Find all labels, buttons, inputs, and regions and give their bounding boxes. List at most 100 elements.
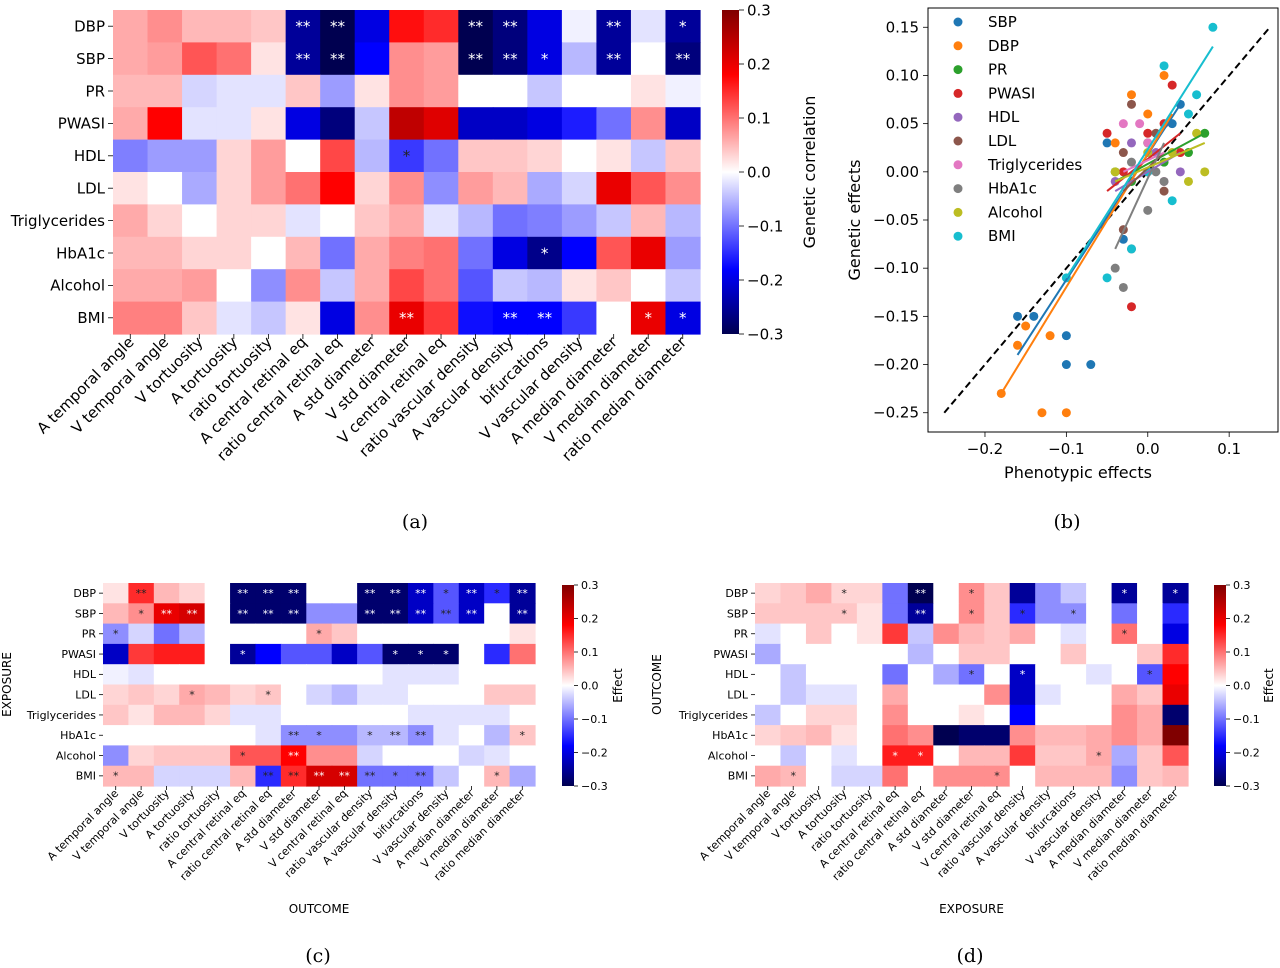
significance-label: ** [288, 587, 300, 600]
heatmap-cell [458, 42, 494, 76]
heatmap-cell [492, 301, 528, 335]
heatmap-cell [1035, 623, 1062, 645]
heatmap-cell [780, 623, 807, 645]
heatmap-cell [1060, 725, 1087, 746]
heatmap-cell [856, 583, 883, 604]
heatmap-cell [958, 583, 985, 604]
heatmap-cell [251, 42, 287, 76]
heatmap-cell [527, 74, 563, 108]
heatmap-cell [984, 745, 1011, 767]
significance-label: * [918, 749, 924, 762]
colorbar-tick-label: 0.0 [581, 679, 599, 692]
heatmap-cell [255, 704, 282, 726]
heatmap-cell [596, 139, 632, 173]
heatmap-cell [331, 583, 358, 604]
heatmap-cell [285, 107, 321, 141]
heatmap-cell [665, 74, 701, 108]
heatmap-cell [484, 623, 511, 645]
significance-label: * [841, 587, 847, 600]
heatmap-cell [831, 745, 858, 767]
scatter-point [1126, 138, 1136, 148]
heatmap-cell [103, 684, 130, 706]
heatmap-cell [1086, 725, 1113, 746]
legend-marker [953, 88, 963, 98]
heatmap-cell [1137, 725, 1164, 746]
heatmap-cell [153, 684, 180, 706]
heatmap-cell [527, 204, 563, 238]
heatmap-cell [907, 684, 934, 706]
heatmap-cell [755, 704, 782, 726]
row-label: LDL [77, 179, 106, 197]
heatmap-cell [433, 745, 460, 767]
heatmap-cell [113, 139, 149, 173]
heatmap-cell [509, 704, 536, 726]
heatmap-cell [128, 765, 155, 787]
heatmap-cell [856, 765, 883, 787]
heatmap-cell [933, 725, 960, 746]
legend-label: Alcohol [988, 203, 1043, 221]
heatmap-cell [1060, 684, 1087, 706]
scatter-point [1159, 70, 1169, 80]
heatmap-cell [230, 765, 257, 787]
heatmap-cell [423, 107, 459, 141]
row-label: LDL [75, 689, 97, 702]
heatmap-cell [831, 704, 858, 726]
heatmap-cell [561, 301, 598, 335]
heatmap-cell [179, 664, 206, 686]
significance-label: * [240, 749, 246, 762]
heatmap-cell [882, 623, 909, 645]
row-label: DBP [725, 587, 748, 600]
row-label: PWASI [713, 648, 748, 661]
scatter-point [1045, 331, 1055, 341]
heatmap-cell [182, 74, 218, 108]
heatmap-cell [230, 664, 257, 686]
heatmap-cell [1060, 765, 1087, 787]
significance-label: ** [390, 587, 402, 600]
legend-marker [953, 65, 963, 75]
heatmap-cell [958, 765, 985, 787]
heatmap-cell [458, 74, 494, 108]
heatmap-cell [561, 269, 598, 303]
row-label: HbA1c [712, 729, 748, 742]
significance-label: ** [288, 770, 300, 783]
heatmap-cell [1060, 664, 1087, 686]
heatmap-cell [458, 583, 485, 604]
heatmap-cell [147, 172, 183, 205]
fit-line [1114, 142, 1165, 250]
heatmap-cell [103, 725, 130, 746]
heatmap-cell [484, 765, 511, 787]
x-axis-title: EXPOSURE [939, 902, 1004, 916]
heatmap-cell [958, 603, 985, 625]
heatmap-cell [382, 623, 409, 645]
heatmap-cell [1137, 623, 1164, 645]
heatmap-cell [103, 603, 130, 625]
significance-label: * [644, 309, 652, 327]
significance-label: ** [915, 607, 927, 620]
heatmap-cell [805, 704, 833, 726]
heatmap-cell [423, 204, 459, 238]
legend-marker [953, 207, 963, 217]
heatmap-cell [1086, 664, 1113, 686]
heatmap-cell [1111, 583, 1138, 604]
significance-label: * [316, 729, 322, 742]
colorbar-tick-label: 0.3 [747, 1, 771, 19]
significance-label: * [494, 770, 500, 783]
heatmap-cell [128, 603, 155, 625]
heatmap-cell [1137, 643, 1164, 665]
row-label: HDL [74, 147, 106, 165]
heatmap-cell [882, 583, 909, 604]
heatmap-cell [831, 603, 858, 625]
heatmap-cell [1086, 603, 1113, 625]
heatmap-cell [907, 583, 934, 604]
heatmap-cell [1162, 603, 1189, 625]
legend-marker [953, 112, 963, 122]
heatmap-cell [280, 623, 307, 645]
heatmap-cell [984, 684, 1011, 706]
heatmap-cell [306, 745, 333, 767]
x-tick-label: −0.1 [1048, 440, 1084, 458]
heatmap-cell [492, 139, 528, 173]
significance-label: * [367, 729, 373, 742]
colorbar-tick-label: −0.1 [1233, 713, 1260, 726]
significance-label: * [392, 770, 398, 783]
heatmap-cell [958, 664, 985, 686]
